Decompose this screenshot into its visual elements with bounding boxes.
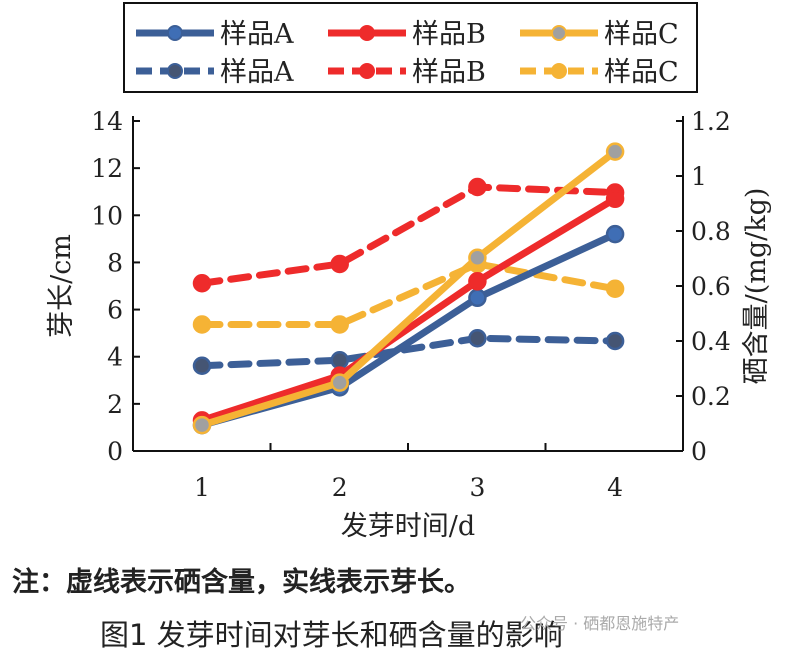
data-point	[330, 373, 349, 392]
y-axis-label: 芽长/cm	[46, 234, 77, 338]
data-point	[468, 248, 487, 267]
legend-marker	[551, 63, 567, 79]
y2-tick-label: 0.6	[691, 272, 731, 301]
y-tick-label: 10	[91, 201, 123, 230]
y-tick-label: 12	[91, 154, 123, 183]
y2-axis-label: 硒含量/(mg/kg)	[741, 188, 772, 385]
y2-tick-label: 1	[691, 162, 707, 191]
data-point	[192, 356, 212, 375]
y2-tick-label: 0.2	[691, 382, 731, 411]
series-line	[198, 148, 619, 429]
y-tick-label: 4	[107, 343, 123, 372]
data-point	[192, 274, 212, 293]
data-point	[605, 189, 625, 209]
data-point	[330, 315, 349, 334]
y-tick-label: 8	[107, 248, 123, 277]
x-tick-label: 4	[607, 473, 623, 502]
legend-label: 样品A	[220, 19, 294, 50]
data-point	[605, 331, 625, 351]
data-point	[468, 177, 487, 197]
series-line	[198, 183, 619, 287]
figure-caption: 图1 发芽时间对芽长和硒含量的影响	[100, 618, 563, 652]
data-point	[330, 254, 349, 274]
watermark: 公众号 · 硒都恩施特产	[520, 614, 680, 633]
y2-tick-label: 0	[691, 437, 707, 466]
x-tick-label: 3	[469, 473, 485, 502]
data-point	[192, 415, 212, 435]
series-line	[198, 195, 619, 424]
x-axis-label: 发芽时间/d	[341, 511, 475, 542]
legend-label: 样品B	[412, 57, 486, 88]
legend-box	[123, 2, 698, 93]
data-point	[605, 142, 625, 161]
data-point	[468, 329, 487, 348]
x-tick-label: 1	[194, 473, 210, 502]
x-tick-label: 2	[332, 473, 348, 502]
legend-marker	[167, 63, 183, 79]
data-point	[605, 279, 625, 298]
legend-marker	[359, 63, 375, 79]
y-tick-label: 14	[91, 107, 123, 136]
data-point	[468, 272, 487, 291]
series-line	[198, 260, 619, 328]
legend-label: 样品C	[604, 19, 679, 50]
legend-label: 样品B	[412, 19, 486, 50]
y-tick-label: 2	[107, 390, 123, 419]
y-tick-label: 6	[107, 296, 123, 325]
legend-marker	[359, 25, 375, 41]
data-point	[330, 351, 349, 370]
y2-tick-label: 0.8	[691, 217, 731, 246]
legend-marker	[551, 25, 567, 41]
series-line	[198, 334, 619, 370]
legend-label: 样品C	[604, 57, 679, 88]
chart-note: 注：虚线表示硒含量，实线表示芽长。	[12, 567, 471, 598]
data-point	[192, 315, 212, 334]
legend-marker	[167, 25, 183, 41]
data-point	[468, 288, 487, 308]
y2-tick-label: 1.2	[691, 107, 731, 136]
data-point	[605, 224, 625, 244]
legend-label: 样品A	[220, 57, 294, 88]
y2-tick-label: 0.4	[691, 327, 731, 356]
y-tick-label: 0	[107, 437, 123, 466]
